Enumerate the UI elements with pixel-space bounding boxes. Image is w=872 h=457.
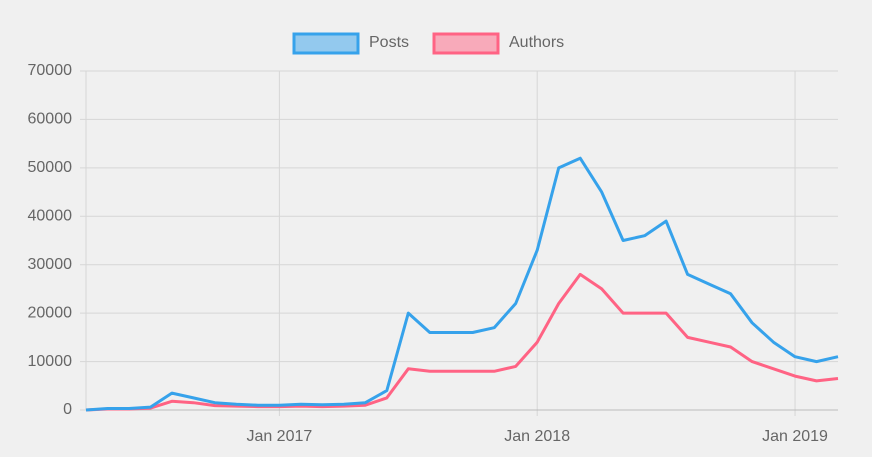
series-line <box>85 272 839 412</box>
series-line <box>85 156 839 412</box>
y-tick-label: 40000 <box>28 208 73 225</box>
legend-swatch[interactable] <box>432 32 500 55</box>
y-tick-label: 30000 <box>28 256 73 273</box>
y-tick-label: 70000 <box>28 62 73 79</box>
legend-label[interactable]: Posts <box>369 34 409 51</box>
y-tick-label: 0 <box>63 401 72 418</box>
y-tick-label: 10000 <box>28 353 73 370</box>
legend-swatch[interactable] <box>292 32 360 55</box>
y-tick-label: 20000 <box>28 304 73 321</box>
legend-label[interactable]: Authors <box>509 34 564 51</box>
x-tick-label: Jan 2018 <box>504 428 570 445</box>
y-tick-label: 50000 <box>28 159 73 176</box>
x-tick-label: Jan 2017 <box>246 428 312 445</box>
y-tick-label: 60000 <box>28 111 73 128</box>
x-tick-label: Jan 2019 <box>762 428 828 445</box>
